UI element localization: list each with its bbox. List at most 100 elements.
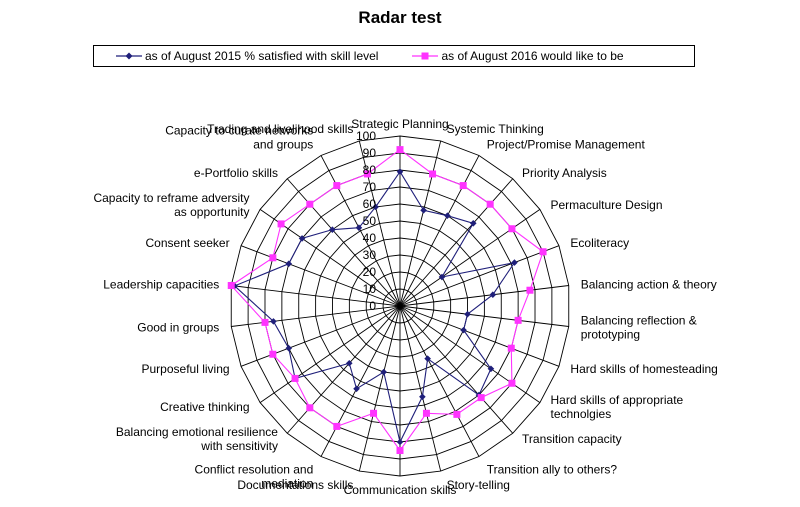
axis-label: Trading and livelihood skills: [207, 122, 353, 136]
grid-spoke: [399, 305, 569, 327]
data-point: [424, 355, 431, 362]
grid-spoke: [286, 305, 401, 434]
data-point: [345, 359, 353, 367]
grid-spoke: [240, 245, 401, 307]
radial-tick-label: 80: [363, 163, 377, 177]
grid-spoke: [320, 305, 401, 457]
radar-grid: [230, 135, 570, 477]
axis-label: Balancing reflection & prototyping: [581, 313, 697, 341]
legend-marker-square: [412, 52, 439, 60]
data-point: [261, 318, 269, 326]
data-point: [353, 385, 360, 393]
axis-label: Hard skills of appropriate technolgies: [550, 393, 683, 421]
axis-label: Systemic Thinking: [447, 122, 544, 136]
axis-label: e-Portfolio skills: [194, 166, 278, 180]
data-point: [486, 200, 494, 208]
data-point: [487, 365, 495, 373]
data-point: [277, 220, 285, 228]
data-point: [396, 168, 404, 175]
radial-tick-label: 20: [363, 265, 377, 279]
data-point: [306, 404, 314, 412]
data-point: [329, 226, 336, 233]
axis-label: Story-telling: [447, 478, 510, 492]
grid-spoke: [399, 155, 480, 307]
data-point: [438, 273, 446, 281]
grid-spoke: [399, 209, 541, 307]
data-point: [508, 225, 516, 233]
data-point: [291, 374, 299, 382]
grid-spoke: [399, 305, 480, 457]
data-point: [514, 316, 522, 324]
data-point: [372, 203, 379, 211]
axis-label: Good in groups: [137, 320, 219, 334]
data-point: [227, 282, 235, 290]
data-point: [507, 344, 515, 352]
grid-spoke: [399, 285, 569, 307]
data-point: [285, 344, 293, 352]
radial-tick-label: 10: [363, 282, 377, 296]
axis-label: Transition capacity: [522, 432, 622, 446]
data-point: [419, 393, 426, 401]
axis-label: Strategic Planning: [351, 117, 448, 131]
data-point: [333, 422, 341, 430]
data-point: [444, 212, 451, 219]
radial-tick-label: 60: [363, 197, 377, 211]
axis-label: Capacity to reframe adversity as opportun…: [93, 191, 249, 219]
grid-spoke: [399, 245, 560, 307]
radial-tick-label: 90: [363, 146, 377, 160]
axis-label: Balancing action & theory: [581, 278, 717, 292]
grid-spoke: [286, 178, 401, 307]
legend-entry-2016: as of August 2016 would like to be: [412, 49, 624, 63]
radial-tick-label: 100: [356, 129, 376, 143]
data-point: [459, 182, 467, 190]
data-point: [363, 170, 371, 178]
data-point: [429, 170, 437, 178]
grid-spoke: [320, 155, 401, 307]
data-point: [306, 200, 314, 208]
series-line: [230, 148, 544, 452]
axis-label: Priority Analysis: [522, 166, 607, 180]
data-point: [269, 350, 277, 358]
axis-label: Hard skills of homesteading: [570, 362, 717, 376]
axis-label: Consent seeker: [146, 236, 230, 250]
data-point: [380, 368, 388, 376]
grid-spoke: [240, 305, 401, 367]
radar-series: [227, 146, 547, 454]
data-point: [355, 224, 363, 232]
grid-spoke: [399, 178, 514, 307]
radial-tick-label: 50: [363, 214, 377, 228]
data-point: [396, 438, 404, 446]
data-point: [270, 318, 277, 325]
axis-label: Leadership capacities: [103, 278, 219, 292]
radial-tick-label: 0: [369, 299, 376, 313]
data-point: [511, 259, 518, 266]
radial-tick-label: 40: [363, 231, 377, 245]
radial-tick-label: 30: [363, 248, 377, 262]
axis-label: Conflict resolution and mediation: [195, 463, 314, 491]
data-point: [298, 235, 306, 242]
legend-label-2015: as of August 2015 % satisfied with skill…: [145, 49, 379, 63]
axis-label: Permaculture Design: [550, 198, 662, 212]
data-point: [422, 409, 430, 417]
data-point: [526, 286, 534, 294]
data-point: [469, 219, 477, 227]
data-point: [508, 379, 516, 387]
legend: as of August 2015 % satisfied with skill…: [93, 45, 695, 67]
series-1: [227, 146, 547, 454]
axis-label: Balancing emotional resilience with sensi…: [116, 425, 278, 453]
axis-label: Creative thinking: [160, 400, 249, 414]
axis-label: Ecoliteracy: [570, 236, 629, 250]
data-point: [460, 326, 467, 334]
axis-label: Capacity to curate networks and groups: [165, 123, 313, 151]
data-point: [370, 409, 378, 417]
data-point: [477, 394, 485, 402]
grid-spoke: [259, 305, 401, 403]
data-point: [453, 410, 461, 418]
grid-spoke: [231, 285, 401, 307]
data-point: [464, 310, 471, 318]
data-point: [396, 447, 404, 454]
grid-spoke: [399, 305, 541, 403]
grid-spoke: [399, 305, 514, 434]
axis-label: Transition ally to others?: [487, 463, 618, 477]
data-point: [333, 182, 341, 190]
